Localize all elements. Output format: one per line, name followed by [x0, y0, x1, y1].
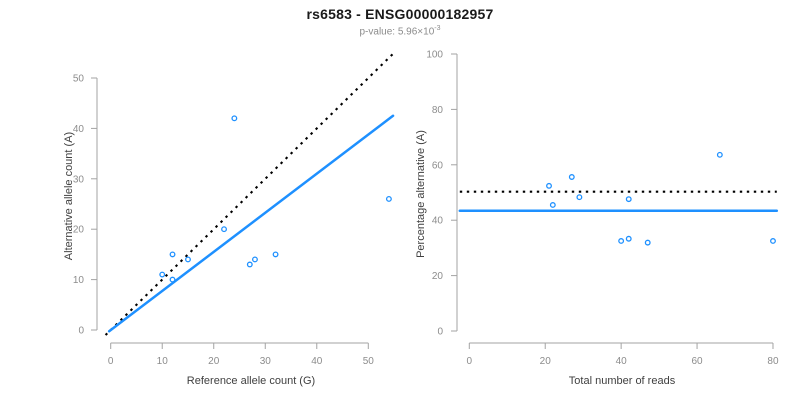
- x-axis-title: Total number of reads: [569, 375, 676, 387]
- y-tick-label: 30: [73, 174, 85, 185]
- chart-header: rs6583 - ENSG00000182957 p-value: 5.96×1…: [0, 0, 800, 37]
- x-tick-label: 40: [311, 356, 323, 367]
- data-point: [644, 239, 651, 246]
- x-tick-label: 80: [767, 356, 779, 367]
- pvalue-text: p-value: 5.96×10: [359, 26, 435, 38]
- chart-title: rs6583 - ENSG00000182957: [306, 6, 494, 22]
- y-tick-label: 20: [432, 271, 444, 282]
- data-point: [625, 235, 632, 242]
- x-tick-label: 30: [260, 356, 272, 367]
- y-tick-label: 60: [432, 160, 444, 171]
- y-axis-title: Percentage alternative (A): [415, 130, 427, 258]
- data-point: [770, 238, 776, 244]
- x-tick-label: 20: [540, 356, 552, 367]
- y-tick-label: 0: [78, 326, 84, 337]
- pvalue-exponent: -3: [434, 25, 441, 32]
- y-tick-label: 10: [73, 275, 85, 286]
- x-tick-label: 50: [363, 356, 375, 367]
- data-point: [546, 182, 552, 189]
- data-point: [185, 256, 191, 263]
- x-tick-label: 10: [157, 356, 169, 367]
- data-point: [246, 261, 253, 268]
- x-tick-label: 0: [108, 356, 114, 367]
- left-scatter-panel: 0 10 20 30 40 50 0 10 20 30 40 50 Reference allele c…: [63, 51, 395, 387]
- y-axis-title: Alternative allele count (A): [63, 132, 75, 260]
- plot-lines: [104, 51, 395, 336]
- x-tick-label: 60: [691, 356, 703, 367]
- data-points: [546, 151, 776, 246]
- right-scatter-panel: 0 20 40 60 80 100 0 20 40 60 80 Total number of rea…: [415, 50, 779, 388]
- x-axis-title: Reference allele count (G): [187, 375, 315, 387]
- data-point: [385, 196, 392, 202]
- data-point: [625, 196, 632, 203]
- y-tick-label: 40: [73, 124, 85, 135]
- data-point: [159, 271, 166, 278]
- identity-line: [104, 51, 395, 336]
- y-tick-label: 50: [73, 74, 85, 85]
- y-tick-label: 100: [426, 50, 443, 61]
- data-point: [272, 251, 279, 258]
- data-point: [169, 251, 176, 258]
- x-tick-label: 40: [616, 356, 628, 367]
- x-tick-label: 20: [208, 356, 220, 367]
- y-tick-label: 40: [432, 216, 444, 227]
- x-tick-label: 0: [467, 356, 473, 367]
- fit-line: [107, 114, 395, 333]
- data-point: [549, 202, 556, 208]
- data-points: [159, 115, 392, 283]
- y-tick-label: 80: [432, 105, 444, 116]
- data-point: [576, 194, 583, 201]
- data-point: [169, 276, 176, 283]
- data-point: [568, 174, 575, 180]
- data-point: [716, 151, 723, 158]
- y-tick-label: 0: [437, 327, 443, 338]
- data-point: [221, 226, 227, 233]
- plot-lines: [458, 190, 779, 213]
- y-tick-label: 20: [73, 225, 85, 236]
- chart-subtitle: p-value: 5.96×10-3: [0, 25, 800, 37]
- data-point: [618, 238, 625, 244]
- data-point: [252, 256, 258, 263]
- data-point: [231, 115, 238, 122]
